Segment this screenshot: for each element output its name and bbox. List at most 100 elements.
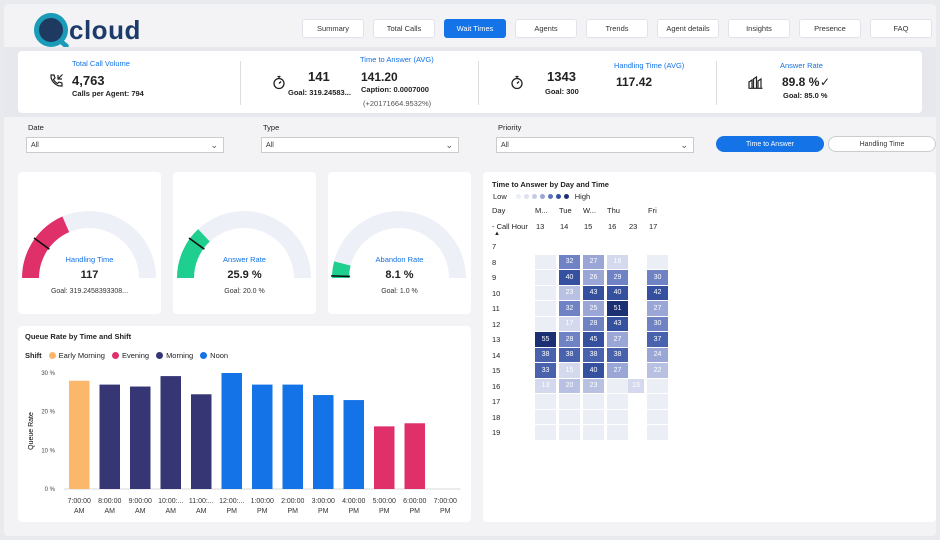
- date-filter-select[interactable]: All ⌄: [26, 137, 224, 153]
- heatmap-cell[interactable]: 32: [559, 301, 580, 316]
- bar-0[interactable]: [69, 380, 90, 489]
- heatmap-cell[interactable]: 27: [583, 254, 604, 269]
- x-tick-label: 2:00:00: [281, 498, 304, 505]
- heatmap-cell[interactable]: 33: [535, 363, 556, 378]
- heatmap-cell[interactable]: 27: [607, 363, 628, 378]
- type-filter-value: All: [266, 141, 274, 149]
- heatmap-cell[interactable]: [583, 394, 604, 409]
- legend-label[interactable]: Early Morning: [58, 351, 105, 360]
- gauge-goal-marker: [331, 275, 351, 278]
- heatmap-cell[interactable]: [583, 409, 604, 424]
- heatmap-cell[interactable]: 13: [628, 378, 644, 393]
- heatmap-cell[interactable]: [535, 425, 556, 440]
- heatmap-cell[interactable]: [647, 425, 668, 440]
- heatmap-cell[interactable]: [607, 425, 628, 440]
- priority-filter-select[interactable]: All ⌄: [496, 137, 694, 153]
- sort-asc-icon[interactable]: ▲: [494, 231, 500, 237]
- heatmap-cell[interactable]: 26: [583, 270, 604, 285]
- heatmap-cell[interactable]: 43: [607, 316, 628, 331]
- heatmap-cell[interactable]: [535, 285, 556, 300]
- tab-agent-details[interactable]: Agent details: [657, 19, 719, 38]
- heatmap-cell[interactable]: 27: [607, 332, 628, 347]
- heatmap-cell[interactable]: [647, 394, 668, 409]
- bar-10[interactable]: [374, 426, 395, 489]
- heatmap-cell[interactable]: 40: [583, 363, 604, 378]
- bar-2[interactable]: [130, 386, 151, 489]
- heatmap-cell[interactable]: [535, 270, 556, 285]
- heatmap-cell[interactable]: [607, 378, 628, 393]
- heatmap-cell[interactable]: [535, 394, 556, 409]
- heatmap-cell[interactable]: 24: [647, 347, 668, 362]
- heatmap-cell[interactable]: 13: [535, 378, 556, 393]
- legend-label[interactable]: Evening: [121, 351, 150, 360]
- heatmap-cell[interactable]: [607, 409, 628, 424]
- heatmap-cell[interactable]: 38: [583, 347, 604, 362]
- heatmap-cell[interactable]: 28: [559, 332, 580, 347]
- heatmap-cell[interactable]: [647, 254, 668, 269]
- bar-7[interactable]: [282, 384, 304, 489]
- legend-label[interactable]: Morning: [166, 351, 194, 360]
- bar-4[interactable]: [191, 394, 212, 489]
- heatmap-cell[interactable]: 29: [607, 270, 628, 285]
- shift-legend: Shift Early Morning Evening Morning Noon: [25, 351, 228, 360]
- heatmap-cell[interactable]: 38: [535, 347, 556, 362]
- heatmap-cell[interactable]: 38: [559, 347, 580, 362]
- tab-total-calls[interactable]: Total Calls: [373, 19, 435, 38]
- tab-insights[interactable]: Insights: [728, 19, 790, 38]
- tab-agents[interactable]: Agents: [515, 19, 577, 38]
- handling-time-value: 1343: [547, 69, 576, 84]
- bar-3[interactable]: [160, 376, 182, 489]
- heatmap-cell[interactable]: [535, 301, 556, 316]
- heatmap-cell[interactable]: 40: [607, 285, 628, 300]
- heatmap-cell[interactable]: [647, 409, 668, 424]
- heatmap-cell[interactable]: 17: [559, 316, 580, 331]
- heatmap-cell[interactable]: 30: [647, 316, 668, 331]
- bar-6[interactable]: [252, 384, 273, 489]
- tab-faq[interactable]: FAQ: [870, 19, 932, 38]
- y-tick-label: 20 %: [41, 410, 55, 416]
- heatmap-cell[interactable]: [535, 409, 556, 424]
- heatmap-cell[interactable]: 30: [647, 270, 668, 285]
- heatmap-cell[interactable]: 15: [559, 363, 580, 378]
- heatmap-cell[interactable]: 45: [583, 332, 604, 347]
- heatmap-cell[interactable]: [647, 378, 668, 393]
- heatmap-cell[interactable]: 16: [607, 254, 628, 269]
- heatmap-cell[interactable]: 27: [647, 301, 668, 316]
- heatmap-cell[interactable]: 32: [559, 254, 580, 269]
- heatmap-cell[interactable]: 28: [583, 316, 604, 331]
- heatmap-cell[interactable]: 51: [607, 301, 628, 316]
- time-to-answer-button[interactable]: Time to Answer: [716, 136, 824, 152]
- heatmap-cell[interactable]: 20: [559, 378, 580, 393]
- heatmap-cell[interactable]: [607, 394, 628, 409]
- type-filter-select[interactable]: All ⌄: [261, 137, 459, 153]
- heatmap-cell[interactable]: [559, 425, 580, 440]
- heatmap-cell[interactable]: 55: [535, 332, 556, 347]
- bar-9[interactable]: [343, 400, 365, 489]
- gauge-goal: Goal: 20.0 %: [224, 288, 265, 295]
- heatmap-cell[interactable]: [535, 254, 556, 269]
- bar-11[interactable]: [404, 423, 426, 489]
- gauge-value: 117: [80, 269, 99, 281]
- heatmap-cell[interactable]: 43: [583, 285, 604, 300]
- bar-1[interactable]: [99, 384, 121, 489]
- heatmap-cell[interactable]: [559, 394, 580, 409]
- legend-label[interactable]: Noon: [210, 351, 229, 360]
- heatmap-cell[interactable]: 42: [647, 285, 668, 300]
- tab-wait-times[interactable]: Wait Times: [444, 19, 506, 38]
- tab-presence[interactable]: Presence: [799, 19, 861, 38]
- bar-8[interactable]: [313, 395, 334, 489]
- heatmap-cell[interactable]: [535, 316, 556, 331]
- heatmap-cell[interactable]: [583, 425, 604, 440]
- bar-5[interactable]: [221, 373, 243, 489]
- heatmap-cell[interactable]: 22: [647, 363, 668, 378]
- tab-summary[interactable]: Summary: [302, 19, 364, 38]
- heatmap-cell[interactable]: 25: [583, 301, 604, 316]
- heatmap-cell[interactable]: 40: [559, 270, 580, 285]
- heatmap-cell[interactable]: 37: [647, 332, 668, 347]
- heatmap-cell[interactable]: 38: [607, 347, 628, 362]
- handling-time-button[interactable]: Handling Time: [828, 136, 936, 152]
- heatmap-cell[interactable]: [559, 409, 580, 424]
- heatmap-cell[interactable]: 23: [559, 285, 580, 300]
- tab-trends[interactable]: Trends: [586, 19, 648, 38]
- heatmap-cell[interactable]: 23: [583, 378, 604, 393]
